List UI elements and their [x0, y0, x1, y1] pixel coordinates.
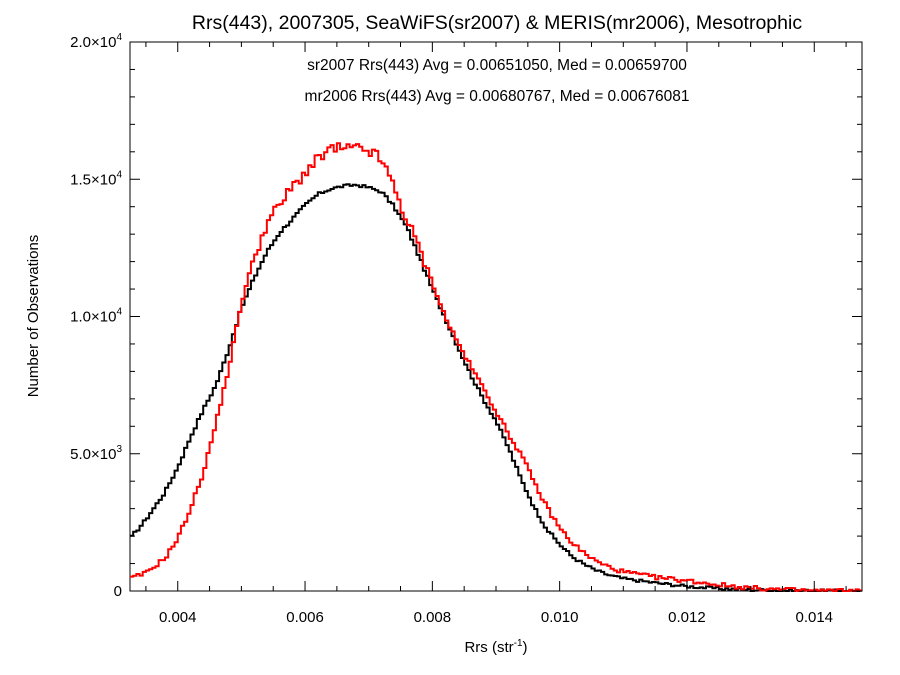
stats-annotation-sr2007: sr2007 Rrs(443) Avg = 0.00651050, Med = … — [307, 57, 687, 74]
y-tick-label: 1.0×104 — [70, 307, 122, 326]
y-tick-label: 1.5×104 — [70, 169, 122, 188]
x-tick-label: 0.004 — [159, 609, 197, 626]
y-tick-label: 5.0×103 — [70, 444, 122, 463]
y-axis-label: Number of Observations — [25, 235, 42, 398]
x-axis-label-main: Rrs (str — [464, 639, 513, 656]
x-axis-label-end: ) — [523, 639, 528, 656]
series-layer — [130, 142, 862, 592]
x-tick-label: 0.006 — [286, 609, 324, 626]
x-tick-label: 0.012 — [668, 609, 706, 626]
x-axis-label: Rrs (str-1) — [464, 638, 527, 656]
y-tick-label: 0 — [114, 583, 122, 600]
chart-title: Rrs(443), 2007305, SeaWiFS(sr2007) & MER… — [192, 12, 802, 34]
series-mr2006-histogram — [130, 142, 862, 592]
x-tick-label: 0.014 — [795, 609, 833, 626]
x-axis-ticks: 0.004 0.006 0.008 0.010 0.012 0.014 — [145, 42, 847, 626]
plot-frame — [129, 41, 863, 592]
x-tick-label: 0.008 — [414, 609, 452, 626]
series-sr2007-histogram — [130, 183, 862, 592]
x-axis-label-sup: -1 — [514, 638, 523, 649]
y-tick-label: 2.0×104 — [70, 32, 122, 51]
x-tick-label: 0.010 — [541, 609, 579, 626]
plot-border — [129, 41, 863, 592]
y-axis-ticks: 0 5.0×103 1.0×104 1.5×104 2.0×104 — [70, 32, 862, 600]
stats-annotation-mr2006: mr2006 Rrs(443) Avg = 0.00680767, Med = … — [305, 88, 690, 105]
